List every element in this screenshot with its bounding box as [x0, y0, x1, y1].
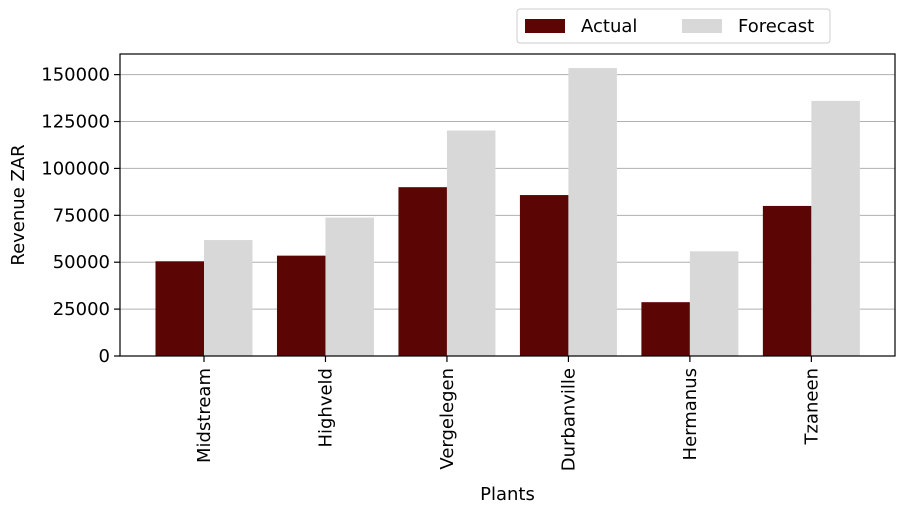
y-axis: 0 25000 50000 75000 100000 125000 150000 — [41, 65, 120, 367]
y-tick-label: 0 — [99, 346, 110, 367]
x-tick-label: Hermanus — [680, 368, 701, 460]
x-tick-label: Midstream — [194, 368, 215, 463]
bar-forecast-highveld — [325, 217, 374, 356]
bar-actual-midstream — [155, 261, 204, 356]
y-tick-label: 150000 — [41, 65, 110, 86]
bar-forecast-durbanville — [568, 68, 617, 356]
x-tick-label: Tzaneen — [801, 368, 822, 445]
legend-swatch-actual — [525, 19, 565, 33]
legend: Actual Forecast — [516, 8, 831, 44]
bar-actual-durbanville — [519, 195, 569, 356]
y-tick-label: 50000 — [53, 252, 110, 273]
bar-actual-highveld — [276, 255, 326, 356]
legend-label-actual: Actual — [581, 16, 637, 37]
x-tick-label: Highveld — [315, 368, 336, 448]
y-tick-label: 75000 — [53, 205, 110, 226]
x-axis-label: Plants — [480, 484, 535, 505]
bar-forecast-midstream — [204, 240, 253, 356]
y-axis-label: Revenue ZAR — [8, 144, 29, 265]
x-tick-label: Vergelegen — [437, 368, 458, 470]
bar-forecast-tzaneen — [811, 100, 860, 356]
legend-label-forecast: Forecast — [738, 16, 814, 37]
x-axis: Midstream Highveld Vergelegen Durbanville He… — [194, 356, 822, 471]
bar-actual-tzaneen — [762, 205, 812, 356]
plot-frame — [119, 53, 896, 357]
bar-forecast-vergelegen — [446, 130, 496, 356]
legend-swatch-forecast — [682, 19, 722, 33]
bar-forecast-hermanus — [689, 251, 739, 356]
bar-actual-hermanus — [641, 302, 690, 356]
y-tick-label: 100000 — [41, 158, 110, 179]
y-tick-label: 125000 — [41, 112, 110, 133]
y-tick-label: 25000 — [53, 299, 110, 320]
legend-box — [516, 8, 831, 44]
x-tick-label: Durbanville — [558, 368, 579, 471]
bar-actual-vergelegen — [398, 187, 447, 356]
bars — [155, 68, 860, 356]
